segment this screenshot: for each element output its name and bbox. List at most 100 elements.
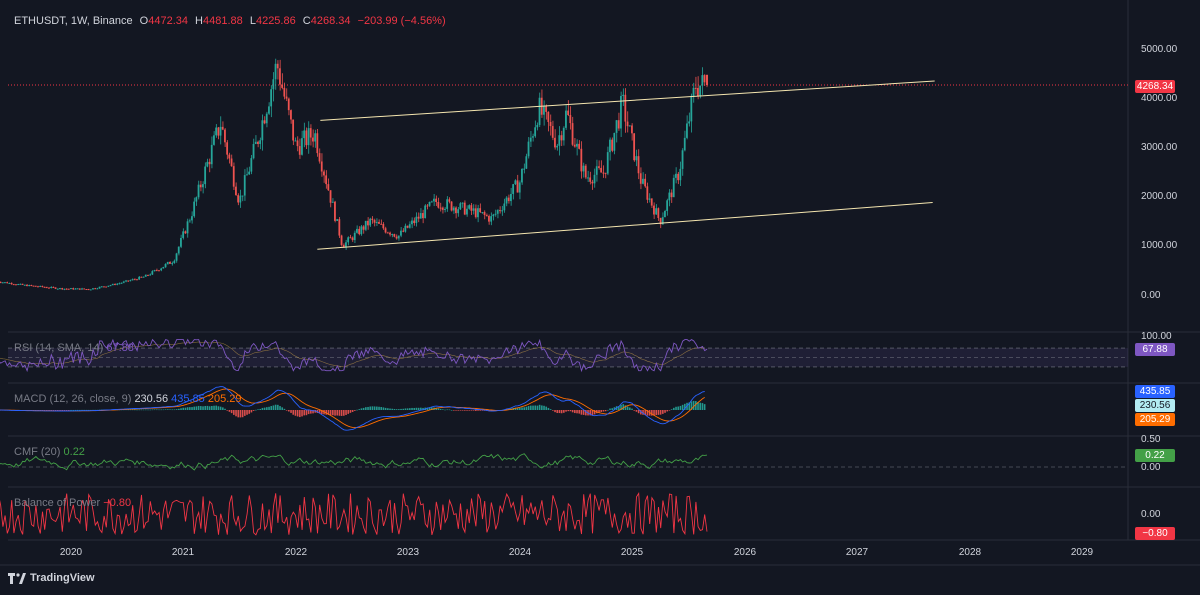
cmf-legend[interactable]: CMF (20) 0.22 [14, 446, 85, 458]
candle-body [556, 145, 559, 148]
macd-hist-bar [659, 410, 662, 415]
macd-hist-bar [180, 408, 182, 410]
candle-body [202, 184, 204, 188]
macd-hist-bar [558, 410, 561, 414]
rsi-legend[interactable]: RSI (14, SMA, 14) 67.88 [14, 342, 134, 354]
macd-hist-bar [151, 409, 154, 411]
macd-hist-bar [169, 409, 171, 410]
candle-body [221, 126, 224, 130]
candle-body [149, 274, 152, 276]
macd-hist-bar [453, 410, 455, 411]
candle-body [375, 221, 378, 223]
candle-body [650, 198, 653, 206]
candle-body [272, 79, 275, 90]
macd-hist-bar [578, 410, 581, 414]
macd-hist-bar [303, 410, 306, 416]
candle-body [19, 283, 22, 285]
macd-hist-bar [277, 404, 279, 410]
candle-body [298, 146, 301, 155]
cmf-axis-zero: 0.00 [1141, 462, 1161, 473]
candle-body [692, 87, 695, 96]
price-tick: 2000.00 [1141, 191, 1178, 202]
candle-body [144, 274, 147, 277]
macd-hist-bar [259, 408, 262, 410]
macd-legend[interactable]: MACD (12, 26, close, 9) 230.56 435.85 20… [14, 393, 242, 405]
macd-hist-bar [83, 409, 86, 411]
candle-body [400, 230, 402, 236]
macd-hist-bar [428, 407, 431, 410]
candle-body [477, 208, 479, 218]
candle-body [417, 216, 420, 219]
macd-hist-bar [332, 410, 334, 416]
candle-body [257, 141, 259, 144]
candle-body [147, 274, 149, 276]
candle-body [111, 283, 114, 286]
macd-hist-bar [134, 409, 136, 411]
symbol-label[interactable]: ETHUSDT, 1W, Binance [14, 15, 133, 27]
candle-body [622, 94, 625, 96]
macd-hist-bar [541, 405, 543, 410]
macd-hist-bar [378, 406, 380, 410]
macd-value: 230.56 [134, 393, 169, 405]
candle-body [182, 231, 185, 238]
macd-hist-bar [281, 407, 284, 410]
candle-body [637, 156, 640, 174]
candle-body [600, 167, 603, 173]
candle-body [439, 207, 442, 209]
candle-body [549, 122, 552, 127]
macd-hist-bar [164, 409, 167, 410]
candle-body [631, 125, 633, 134]
bop-legend[interactable]: Balance of Power −0.80 [14, 497, 131, 509]
macd-tag-orange: 205.29 [1135, 413, 1175, 426]
candle-body [210, 144, 213, 165]
candle-body [367, 220, 369, 226]
candle-body [219, 126, 222, 136]
candle-body [644, 178, 647, 187]
candle-body [107, 285, 110, 287]
candle-body [197, 184, 200, 198]
candle-body [109, 285, 112, 287]
macd-hist-bar [569, 410, 572, 412]
candle-body [213, 135, 215, 145]
macd-hist-bar [688, 402, 691, 410]
macd-hist-bar [46, 410, 48, 411]
macd-hist-bar [208, 406, 211, 410]
candle-body [98, 286, 101, 289]
candle-body [358, 228, 361, 235]
tradingview-logo-icon [8, 572, 26, 584]
macd-hist-bar [635, 410, 638, 412]
candle-body [362, 226, 365, 230]
macd-hist-bar [675, 406, 677, 410]
macd-hist-bar [72, 409, 75, 411]
macd-hist-bar [239, 410, 242, 418]
macd-hist-bar [373, 406, 376, 410]
candle-body [30, 285, 33, 287]
macd-hist-bar [230, 410, 233, 414]
candle-body [331, 201, 334, 203]
candle-body [558, 135, 561, 146]
macd-hist-bar [167, 409, 169, 410]
macd-hist-bar [81, 409, 83, 411]
candle-body [56, 288, 59, 290]
tradingview-logo[interactable]: TradingView [8, 572, 95, 584]
macd-hist-bar [351, 410, 354, 412]
bop-line [0, 491, 708, 536]
macd-hist-bar [360, 408, 363, 410]
candle-body [679, 168, 682, 181]
candle-body [666, 200, 669, 211]
macd-hist-bar [204, 405, 207, 410]
cmf-title: CMF (20) [14, 446, 61, 458]
candle-body [309, 128, 312, 138]
time-tick: 2028 [958, 547, 982, 558]
macd-hist-bar [472, 410, 475, 411]
time-tick: 2021 [171, 547, 195, 558]
symbol-header: ETHUSDT, 1W, Binance O4472.34 H4481.88 L… [14, 15, 450, 27]
rsi-tag: 67.88 [1135, 343, 1175, 356]
macd-hist-bar [182, 407, 185, 410]
macd-hist-bar [653, 410, 655, 416]
close-label: C [302, 15, 311, 27]
candle-body [699, 85, 702, 97]
macd-hist-bar [153, 409, 156, 411]
